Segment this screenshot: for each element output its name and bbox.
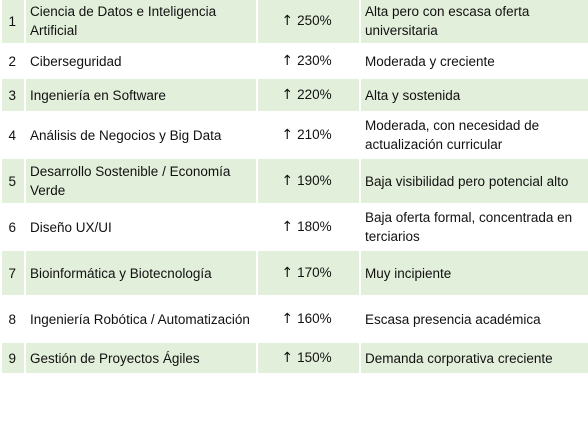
demand-note-empty: [359, 373, 588, 405]
row-number: 8: [0, 295, 26, 343]
area-name: Ingeniería Robótica / Automatización: [24, 295, 258, 343]
arrow-up-icon: ↑: [281, 87, 294, 103]
growth-value: 150%: [297, 350, 332, 365]
table-row: 7 Bioinformática y Biotecnología ↑ 170% M…: [0, 249, 588, 297]
demand-note: Alta y sostenida: [359, 77, 588, 113]
row-number: 1: [0, 0, 26, 45]
area-name-empty: [24, 373, 258, 405]
arrow-up-icon: ↑: [281, 350, 294, 366]
table-row: 5 Desarrollo Sostenible / Economía Verde…: [0, 157, 588, 205]
area-name: Bioinformática y Biotecnología: [24, 249, 258, 297]
demand-note: Demanda corporativa creciente: [359, 341, 588, 375]
table-row: 2 Ciberseguridad ↑ 230% Moderada y crecie…: [0, 43, 588, 79]
growth-cell: ↑ 150%: [256, 341, 361, 375]
growth-cell: ↑ 220%: [256, 77, 361, 113]
arrow-up-icon: ↑: [281, 173, 294, 189]
arrow-up-icon: ↑: [281, 219, 294, 235]
growth-value: 250%: [297, 13, 332, 28]
area-name: Desarrollo Sostenible / Economía Verde: [24, 157, 258, 205]
row-number: 6: [0, 203, 26, 251]
row-number: 9: [0, 341, 26, 375]
growth-cell: ↑ 250%: [256, 0, 361, 45]
arrow-up-icon: ↑: [281, 127, 294, 143]
growth-cell: ↑ 170%: [256, 249, 361, 297]
area-name: Análisis de Negocios y Big Data: [24, 111, 258, 159]
growth-cell: ↑ 230%: [256, 43, 361, 79]
area-name: Ciberseguridad: [24, 43, 258, 79]
arrow-up-icon: ↑: [281, 13, 294, 29]
area-name: Ciencia de Datos e Inteligencia Artifici…: [24, 0, 258, 45]
row-number: 4: [0, 111, 26, 159]
area-name: Ingeniería en Software: [24, 77, 258, 113]
demand-note: Moderada, con necesidad de actualización…: [359, 111, 588, 159]
area-name: Gestión de Proyectos Ágiles: [24, 341, 258, 375]
growth-value: 210%: [297, 127, 332, 142]
growth-value: 230%: [297, 53, 332, 68]
table-row: 1 Ciencia de Datos e Inteligencia Artifi…: [0, 0, 588, 45]
table-row: 4 Análisis de Negocios y Big Data ↑ 210% …: [0, 111, 588, 159]
table-row: 3 Ingeniería en Software ↑ 220% Alta y so…: [0, 77, 588, 113]
demand-note: Baja oferta formal, concentrada en terci…: [359, 203, 588, 251]
row-number-empty: [0, 373, 26, 405]
growth-cell: ↑ 190%: [256, 157, 361, 205]
area-name: Diseño UX/UI: [24, 203, 258, 251]
table-row: 6 Diseño UX/UI ↑ 180% Baja oferta formal,…: [0, 203, 588, 251]
growth-value: 160%: [297, 311, 332, 326]
demand-note: Baja visibilidad pero potencial alto: [359, 157, 588, 205]
growth-value: 170%: [297, 265, 332, 280]
demand-note: Muy incipiente: [359, 249, 588, 297]
demand-note: Moderada y creciente: [359, 43, 588, 79]
row-number: 7: [0, 249, 26, 297]
table-row-empty: [0, 373, 588, 405]
growth-table: 1 Ciencia de Datos e Inteligencia Artifi…: [0, 0, 588, 405]
growth-cell-empty: [256, 373, 361, 405]
row-number: 3: [0, 77, 26, 113]
arrow-up-icon: ↑: [281, 53, 294, 69]
growth-value: 180%: [297, 219, 332, 234]
growth-cell: ↑ 160%: [256, 295, 361, 343]
arrow-up-icon: ↑: [281, 311, 294, 327]
growth-cell: ↑ 180%: [256, 203, 361, 251]
growth-cell: ↑ 210%: [256, 111, 361, 159]
demand-note: Alta pero con escasa oferta universitari…: [359, 0, 588, 45]
growth-value: 220%: [297, 87, 332, 102]
growth-value: 190%: [297, 173, 332, 188]
arrow-up-icon: ↑: [281, 265, 294, 281]
row-number: 5: [0, 157, 26, 205]
table-row: 8 Ingeniería Robótica / Automatización ↑…: [0, 295, 588, 343]
demand-note: Escasa presencia académica: [359, 295, 588, 343]
table-row: 9 Gestión de Proyectos Ágiles ↑ 150% Dema…: [0, 341, 588, 375]
row-number: 2: [0, 43, 26, 79]
